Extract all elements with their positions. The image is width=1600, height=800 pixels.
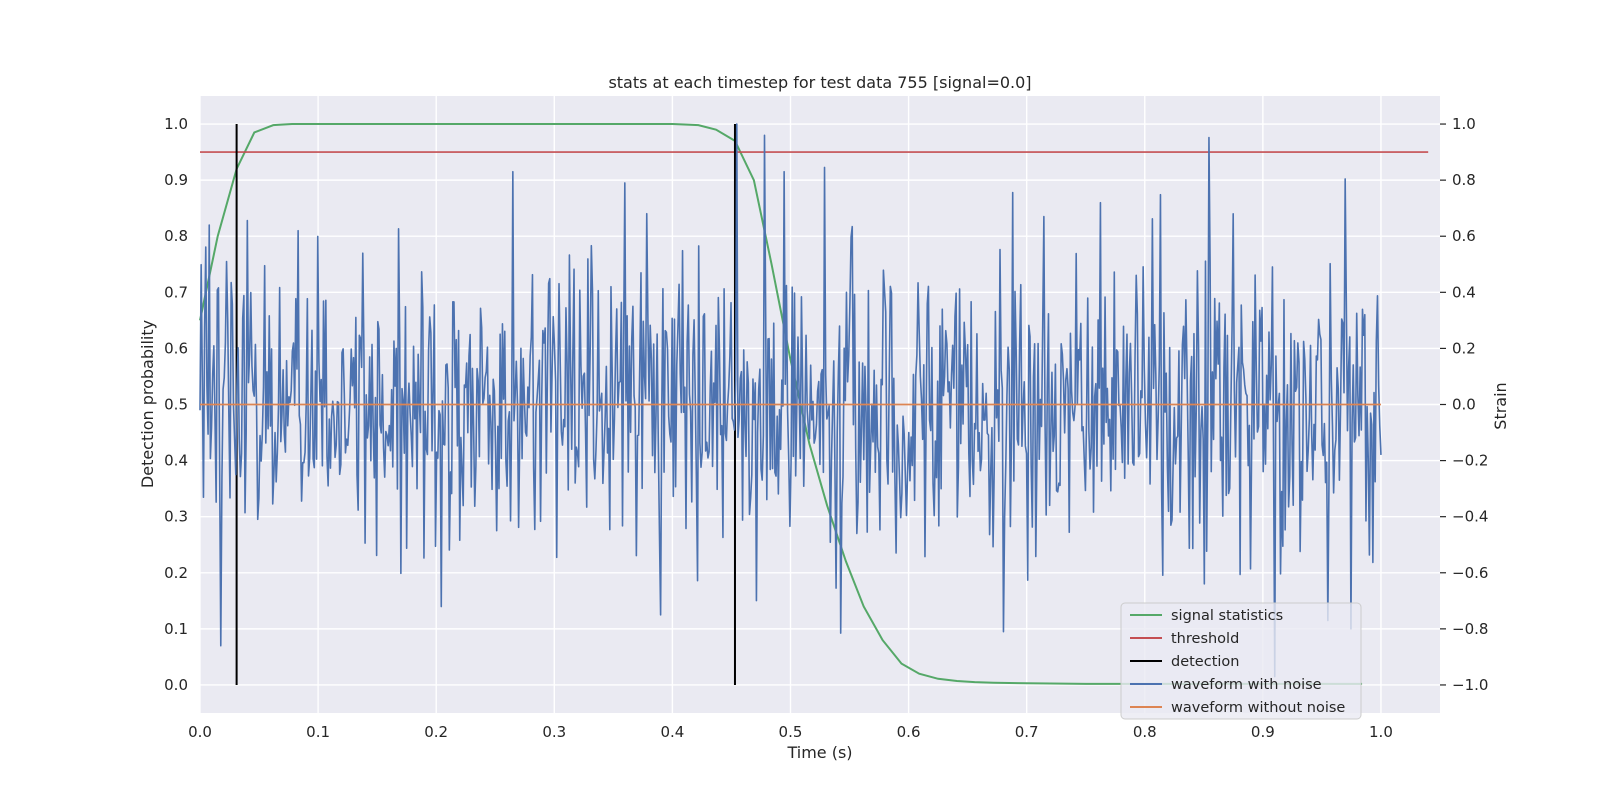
- x-tick-label: 0.9: [1251, 723, 1275, 741]
- y-right-tick-label: 0.8: [1452, 171, 1476, 189]
- legend-item-waveform-without-noise: waveform without noise: [1130, 700, 1345, 716]
- y-left-tick-label: 0.1: [164, 620, 188, 638]
- y-axis-label-right: Strain: [1491, 382, 1510, 429]
- y-left-tick-labels: 0.0 0.1 0.2 0.3 0.4 0.5 0.6 0.7 0.8 0.9 1.0: [164, 115, 188, 694]
- series-waveform-with-noise: [199, 123, 1382, 678]
- x-tick-label: 0.3: [542, 723, 566, 741]
- legend-box: [1120, 602, 1362, 720]
- x-tick-label: 0.7: [1015, 723, 1039, 741]
- y-left-tick-label: 0.4: [164, 452, 188, 470]
- x-tick-label: 0.6: [897, 723, 921, 741]
- y-axis-label-left: Detection probability: [138, 320, 157, 488]
- y-right-tick-label: −0.8: [1452, 620, 1488, 638]
- y-left-tick-label: 0.8: [164, 227, 188, 245]
- legend-item-threshold: threshold: [1130, 631, 1239, 647]
- y-left-tick-label: 0.5: [164, 396, 188, 414]
- y-right-tick-label: −0.2: [1452, 452, 1488, 470]
- x-tick-label: 0.1: [306, 723, 330, 741]
- x-axis-label: Time (s): [786, 743, 852, 762]
- y-right-tick-label: −0.4: [1452, 508, 1488, 526]
- y-right-tick-label: 0.4: [1452, 283, 1476, 301]
- y-right-tick-label: 0.0: [1452, 396, 1476, 414]
- legend-item-detection: detection: [1130, 654, 1239, 670]
- legend-label: waveform with noise: [1171, 677, 1322, 693]
- y-left-tick-label: 0.6: [164, 339, 188, 357]
- y-right-tick-label: 0.2: [1452, 339, 1476, 357]
- x-tick-label: 0.4: [660, 723, 684, 741]
- y-left-tick-label: 0.7: [164, 283, 188, 301]
- y-left-tick-label: 0.9: [164, 171, 188, 189]
- y-right-tick-label: −0.6: [1452, 564, 1488, 582]
- legend: signal statistics threshold detection wa…: [1120, 602, 1362, 720]
- y-right-tick-label: −1.0: [1452, 676, 1488, 694]
- legend-item-waveform-with-noise: waveform with noise: [1130, 677, 1322, 693]
- x-tick-label: 1.0: [1369, 723, 1393, 741]
- y-right-tick-label: 0.6: [1452, 227, 1476, 245]
- y-left-tick-label: 0.2: [164, 564, 188, 582]
- series-signal-statistics: [199, 123, 1363, 685]
- y-left-tick-label: 1.0: [164, 115, 188, 133]
- legend-label: detection: [1171, 654, 1239, 670]
- legend-label: signal statistics: [1171, 608, 1283, 624]
- y-left-tick-label: 0.3: [164, 508, 188, 526]
- y-right-ticks: −1.0 −0.8 −0.6 −0.4 −0.2 0.0 0.2 0.4 0.6 0.8 1.0: [1440, 115, 1488, 694]
- series-layer: [199, 123, 1429, 685]
- x-tick-label: 0.8: [1133, 723, 1157, 741]
- x-tick-label: 0.2: [424, 723, 448, 741]
- legend-item-signal-statistics: signal statistics: [1130, 608, 1283, 624]
- x-tick-label: 0.0: [188, 723, 212, 741]
- y-right-tick-label: 1.0: [1452, 115, 1476, 133]
- legend-label: waveform without noise: [1171, 700, 1345, 716]
- y-left-tick-label: 0.0: [164, 676, 188, 694]
- x-tick-labels: 0.0 0.1 0.2 0.3 0.4 0.5 0.6 0.7 0.8 0.9 1.0: [188, 723, 1393, 741]
- x-tick-label: 0.5: [779, 723, 803, 741]
- chart-title: stats at each timestep for test data 755…: [608, 73, 1031, 92]
- legend-label: threshold: [1171, 631, 1239, 647]
